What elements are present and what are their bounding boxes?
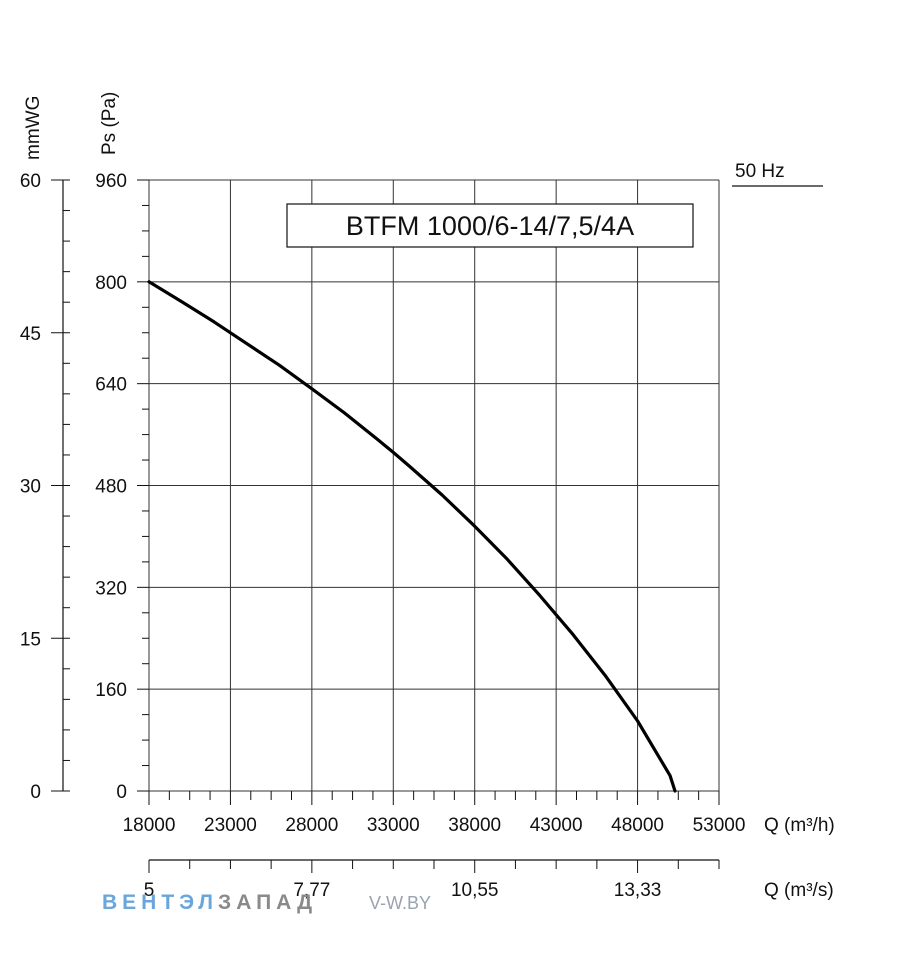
x2-tick-label: 7,77 bbox=[293, 880, 330, 901]
x-tick-label: 33000 bbox=[367, 815, 420, 836]
x-tick-label: 23000 bbox=[204, 815, 257, 836]
y-axis-title: Ps (Pa) bbox=[99, 92, 120, 155]
grid bbox=[148, 179, 720, 792]
chart-title: BTFM 1000/6-14/7,5/4A bbox=[346, 211, 634, 241]
watermark-brand: ВЕНТЭЛЗАПАД bbox=[102, 891, 317, 914]
frequency-label: 50 Hz bbox=[732, 161, 823, 187]
x-tick-label: 53000 bbox=[693, 815, 746, 836]
x-tick-label: 28000 bbox=[285, 815, 338, 836]
x-tick-label: 48000 bbox=[611, 815, 664, 836]
y-tick-label: 320 bbox=[95, 578, 127, 599]
axes: 0 160 320 480 640 800 960 0 15 30 45 60 18000 23000 28… bbox=[20, 171, 746, 901]
x-tick-label: 43000 bbox=[530, 815, 583, 836]
y2-tick-label: 45 bbox=[20, 324, 41, 345]
y-tick-label: 160 bbox=[95, 680, 127, 701]
watermark-brand-part2: ЗАПАД bbox=[218, 891, 317, 914]
frequency-text: 50 Hz bbox=[735, 161, 785, 182]
chart-title-box: BTFM 1000/6-14/7,5/4A bbox=[286, 203, 694, 248]
y-tick-label: 0 bbox=[116, 782, 127, 803]
y2-tick-label: 0 bbox=[30, 782, 41, 803]
watermark: ВЕНТЭЛЗАПАД V-W.BY bbox=[102, 891, 431, 914]
x-tick-label: 18000 bbox=[123, 815, 176, 836]
y2-axis-title: mmWG bbox=[23, 96, 44, 160]
watermark-site: V-W.BY bbox=[369, 893, 431, 913]
x2-axis-title: Q (m³/s) bbox=[764, 880, 834, 901]
x-axis-title: Q (m³/h) bbox=[764, 815, 835, 836]
y2-tick-label: 15 bbox=[20, 629, 41, 650]
y-tick-label: 800 bbox=[95, 273, 127, 294]
pressure-flow-curve bbox=[147, 280, 677, 793]
y-tick-label: 480 bbox=[95, 477, 127, 498]
y2-tick-label: 30 bbox=[20, 477, 41, 498]
y-tick-label: 960 bbox=[95, 171, 127, 192]
y2-tick-label: 60 bbox=[20, 171, 41, 192]
x2-tick-label: 13,33 bbox=[614, 880, 662, 901]
x2-tick-label: 5 bbox=[144, 880, 155, 901]
y-tick-label: 640 bbox=[95, 375, 127, 396]
watermark-brand-part1: ВЕНТЭЛ bbox=[102, 891, 218, 914]
x2-tick-label: 10,55 bbox=[451, 880, 499, 901]
x-tick-label: 38000 bbox=[448, 815, 501, 836]
